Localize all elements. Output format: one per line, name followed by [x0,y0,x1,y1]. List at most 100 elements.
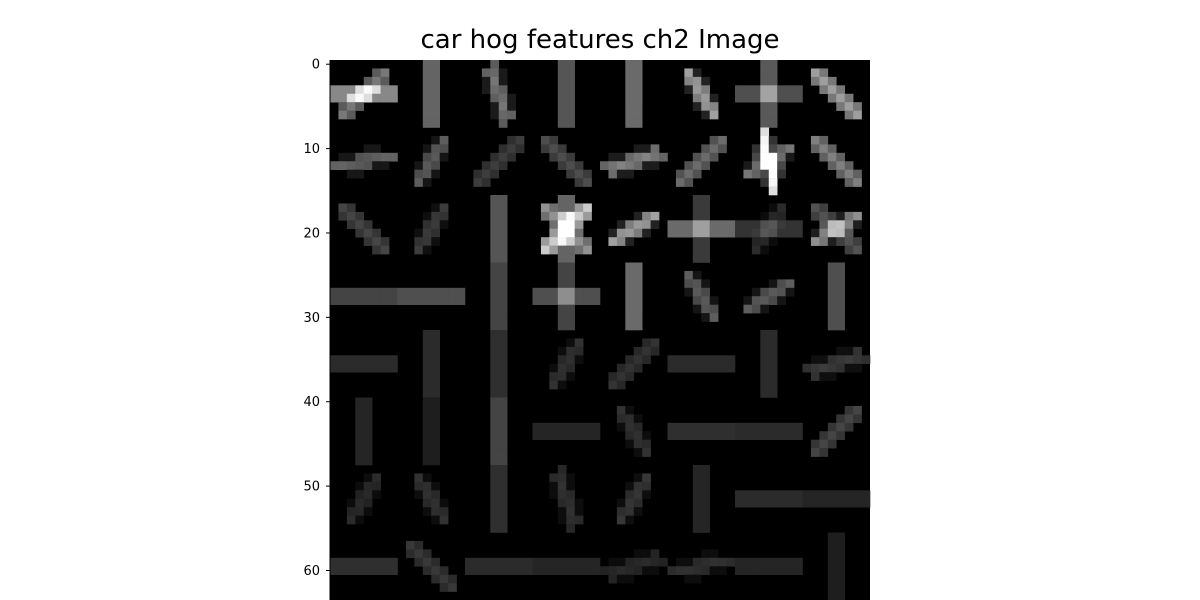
heatmap-pixel [861,498,871,508]
heatmap-pixel [625,228,635,238]
heatmap-pixel [490,237,500,246]
heatmap-pixel [810,355,820,365]
heatmap-pixel [363,220,373,230]
heatmap-pixel [785,557,795,567]
heatmap-pixel [566,355,575,365]
heatmap-pixel [422,144,432,154]
heatmap-pixel [675,355,685,365]
heatmap-pixel [490,405,500,415]
heatmap-pixel [836,532,845,542]
heatmap-pixel [557,422,567,432]
heatmap-pixel [380,355,390,365]
heatmap-pixel [422,211,432,221]
heatmap-pixel [431,456,440,466]
heatmap-pixel [684,228,694,238]
heatmap-pixel [819,152,829,162]
heatmap-pixel [498,287,508,297]
heatmap-pixel [760,338,770,348]
heatmap-pixel [701,431,710,440]
heatmap-pixel [853,355,862,365]
heatmap-pixel [709,431,719,440]
heatmap-pixel [498,110,508,120]
heatmap-pixel [827,237,837,246]
heatmap-pixel [380,161,390,170]
heatmap-pixel [557,372,567,381]
heatmap-pixel [768,422,778,432]
heatmap-pixel [692,211,702,221]
heatmap-pixel [490,490,500,500]
heatmap-pixel [625,152,635,162]
heatmap-pixel [557,211,567,221]
heatmap-pixel [768,287,778,297]
heatmap-pixel [566,515,575,525]
heatmap-pixel [481,178,491,187]
heatmap-pixel [490,473,500,483]
heatmap-pixel [380,363,390,373]
heatmap-pixel [633,431,643,440]
heatmap-pixel [422,380,432,390]
heatmap-pixel [363,363,373,373]
heatmap-pixel [785,144,795,154]
heatmap-pixel [498,431,508,440]
heatmap-pixel [557,220,567,230]
heatmap-pixel [701,363,710,373]
heatmap-pixel [616,515,626,525]
heatmap-pixel [844,178,854,187]
heatmap-pixel [701,313,710,322]
heatmap-pixel [692,422,702,432]
heatmap-pixel [853,490,862,500]
y-tick-label: 60 [303,564,320,579]
heatmap-pixel [557,507,567,516]
heatmap-pixel [574,355,584,365]
heatmap-pixel [692,355,702,365]
heatmap-pixel [760,152,770,162]
heatmap-pixel [633,270,643,280]
heatmap-pixel [439,211,449,221]
heatmap-pixel [549,220,559,230]
heatmap-pixel [642,490,651,500]
heatmap-pixel [768,93,778,103]
heatmap-pixel [625,296,635,305]
heatmap-pixel [431,574,440,584]
heatmap-pixel [549,380,559,390]
heatmap-pixel [701,355,710,365]
heatmap-pixel [498,195,508,204]
heatmap-pixel [760,119,770,128]
heatmap-pixel [355,456,365,466]
heatmap-pixel [836,557,845,567]
heatmap-pixel [490,287,500,297]
heatmap-pixel [498,456,508,466]
heatmap-pixel [498,448,508,457]
heatmap-pixel [751,296,761,305]
heatmap-pixel [709,422,719,432]
heatmap-pixel [701,245,710,255]
heatmap-pixel [836,583,845,592]
heatmap-pixel [768,498,778,508]
heatmap-pixel [583,566,592,575]
heatmap-pixel [566,279,575,289]
heatmap-pixel [760,431,770,440]
heatmap-pixel [389,363,398,373]
heatmap-pixel [692,169,702,179]
heatmap-pixel [355,405,365,415]
heatmap-pixel [625,363,635,373]
heatmap-pixel [431,237,440,246]
heatmap-pixel [701,498,710,508]
heatmap-pixel [735,422,744,432]
heatmap-pixel [422,448,432,457]
heatmap-pixel [330,161,339,170]
heatmap-pixel [633,60,643,69]
heatmap-pixel [633,152,643,162]
heatmap-pixel [557,60,567,69]
heatmap-pixel [785,85,795,95]
heatmap-background [330,60,870,600]
heatmap-pixel [836,279,845,289]
heatmap-pixel [405,296,415,305]
heatmap-pixel [490,557,500,567]
heatmap-pixel [726,422,736,432]
heatmap-pixel [439,152,449,162]
heatmap-pixel [819,355,829,365]
heatmap-pixel [549,490,559,500]
heatmap-pixel [566,220,575,230]
heatmap-pixel [540,237,550,246]
